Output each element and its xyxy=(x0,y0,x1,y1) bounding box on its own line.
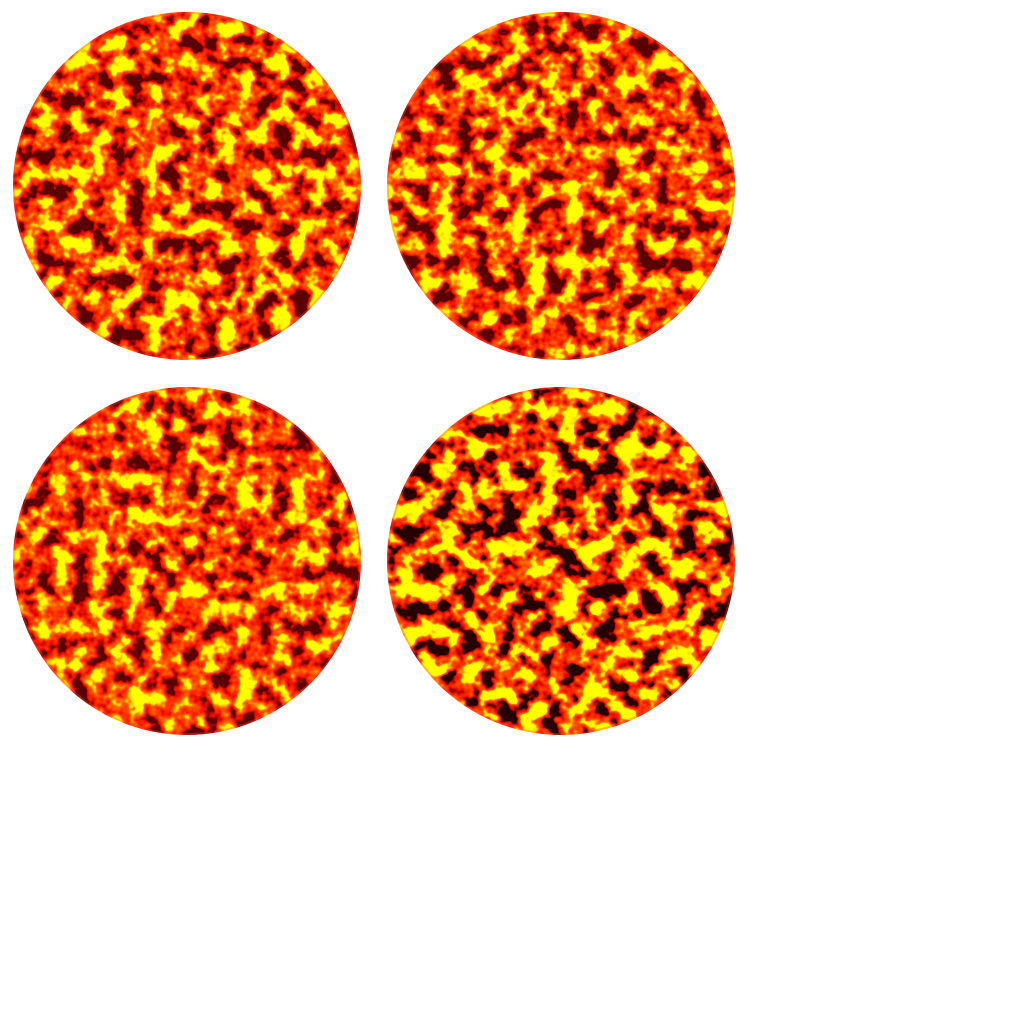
noise-texture xyxy=(13,387,361,735)
noise-disc xyxy=(387,387,735,735)
noise-texture xyxy=(387,12,735,360)
disc-edge xyxy=(13,387,361,735)
noise-texture xyxy=(13,12,361,360)
disc-edge xyxy=(387,387,735,735)
noise-disc xyxy=(13,12,361,360)
noise-texture xyxy=(387,387,735,735)
disc-edge xyxy=(13,12,361,360)
noise-disc xyxy=(13,387,361,735)
disc-edge xyxy=(387,12,735,360)
noise-disc xyxy=(387,12,735,360)
